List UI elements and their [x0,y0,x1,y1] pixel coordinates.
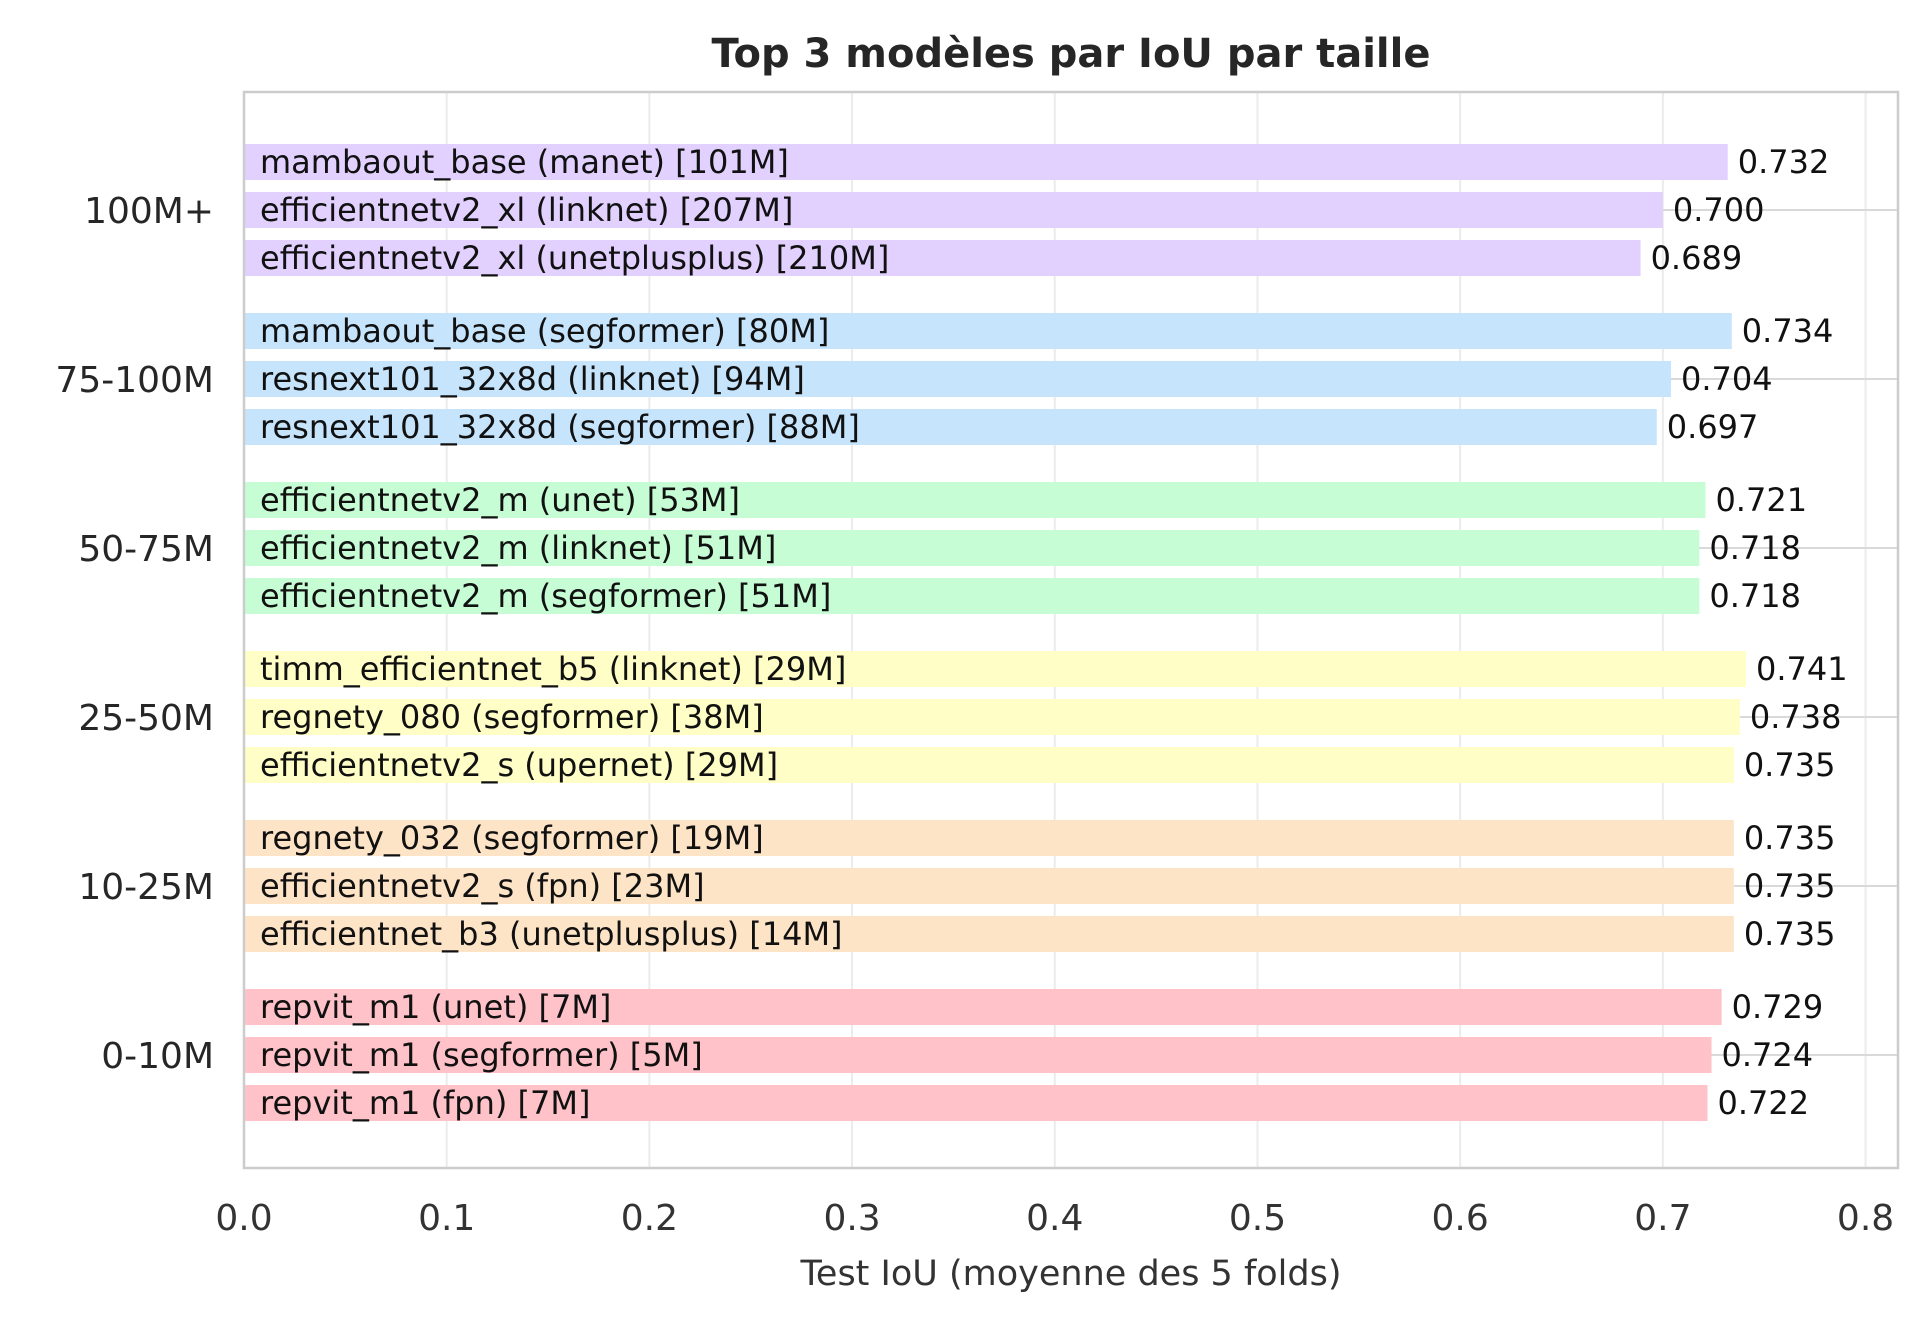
chart-title: Top 3 modèles par IoU par taille [712,31,1431,77]
bar [244,868,1734,904]
bar-value-label: 0.697 [1667,408,1759,446]
bar-label: efficientnetv2_m (linknet) [51M] [260,529,776,567]
bar-value-label: 0.689 [1651,239,1743,277]
bar-label: efficientnetv2_s (upernet) [29M] [260,746,778,784]
bar [244,144,1728,180]
bar [244,989,1722,1025]
bar-value-label: 0.724 [1722,1036,1814,1074]
bar-value-label: 0.741 [1756,650,1848,688]
x-tick-label: 0.3 [823,1198,880,1239]
x-tick-label: 0.1 [418,1198,475,1239]
bar-value-label: 0.700 [1673,191,1765,229]
bar-value-label: 0.704 [1681,360,1773,398]
x-tick-label: 0.2 [621,1198,678,1239]
bar [244,820,1734,856]
bar [244,192,1663,228]
bar [244,1037,1712,1073]
bar-label: timm_efficientnet_b5 (linknet) [29M] [260,650,846,688]
bar-label: regnety_032 (segformer) [19M] [260,819,764,857]
category-labels: 100M+ 75-100M 50-75M 25-50M 10-25M 0-10M [55,191,214,1077]
bar-label: mambaout_base (manet) [101M] [260,143,789,181]
bar-value-label: 0.718 [1709,577,1801,615]
category-label: 50-75M [78,529,214,570]
x-tick-label: 0.7 [1634,1198,1691,1239]
bar-value-label: 0.718 [1709,529,1801,567]
category-label: 100M+ [84,191,214,232]
bar-label: efficientnetv2_xl (linknet) [207M] [260,191,793,229]
bar [244,409,1657,445]
x-tick-label: 0.8 [1837,1198,1894,1239]
bars: mambaout_base (manet) [101M] 0.732 efficie… [244,143,1848,1122]
bar-label: efficientnetv2_xl (unetplusplus) [210M] [260,239,889,277]
bar-label: repvit_m1 (fpn) [7M] [260,1084,590,1122]
bar [244,240,1641,276]
bar [244,699,1740,735]
bar-value-label: 0.738 [1750,698,1842,736]
bar-value-label: 0.732 [1738,143,1830,181]
bar-value-label: 0.721 [1715,481,1807,519]
bar [244,482,1706,518]
category-label: 25-50M [78,698,214,739]
bar [244,361,1671,397]
category-label: 0-10M [101,1036,214,1077]
bar-label: mambaout_base (segformer) [80M] [260,312,829,350]
x-tick-label: 0.6 [1432,1198,1489,1239]
bar-label: repvit_m1 (segformer) [5M] [260,1036,703,1074]
bar [244,651,1746,687]
category-label: 75-100M [55,360,214,401]
bar-value-label: 0.722 [1717,1084,1809,1122]
bar [244,916,1734,952]
x-axis-label: Test IoU (moyenne des 5 folds) [799,1254,1341,1294]
x-tick-label: 0.5 [1229,1198,1286,1239]
bar [244,313,1732,349]
bar-value-label: 0.735 [1744,915,1836,953]
bar-label: regnety_080 (segformer) [38M] [260,698,764,736]
bar-value-label: 0.735 [1744,746,1836,784]
bar-value-label: 0.729 [1732,988,1824,1026]
bar-label: efficientnet_b3 (unetplusplus) [14M] [260,915,843,953]
bar [244,530,1700,566]
plot-frame [242,90,1900,1170]
bar-label: resnext101_32x8d (segformer) [88M] [260,408,860,446]
bar-value-label: 0.735 [1744,867,1836,905]
bar-value-label: 0.734 [1742,312,1834,350]
bar-label: resnext101_32x8d (linknet) [94M] [260,360,805,398]
bar [244,578,1700,614]
bar [244,747,1734,783]
x-ticks: 0.0 0.1 0.2 0.3 0.4 0.5 0.6 0.7 0.8 [215,1198,1894,1239]
bar [244,1085,1708,1121]
bar-label: repvit_m1 (unet) [7M] [260,988,611,1026]
x-tick-label: 0.4 [1026,1198,1083,1239]
bar-label: efficientnetv2_m (unet) [53M] [260,481,740,519]
bar-label: efficientnetv2_m (segformer) [51M] [260,577,831,615]
bar-label: efficientnetv2_s (fpn) [23M] [260,867,705,905]
category-label: 10-25M [78,867,214,908]
x-tick-label: 0.0 [215,1198,272,1239]
bar-value-label: 0.735 [1744,819,1836,857]
